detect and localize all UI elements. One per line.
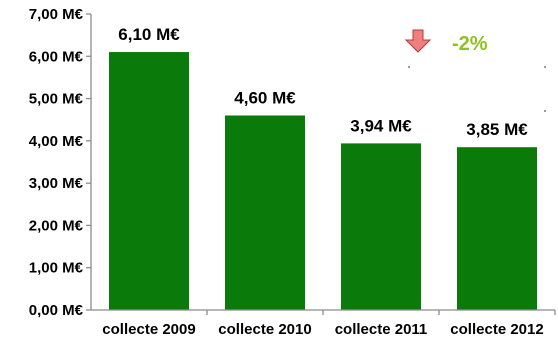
data-labels: 6,10 M€ 4,60 M€ 3,94 M€ 3,85 M€	[118, 25, 528, 139]
bars	[109, 52, 537, 311]
y-tick-label: 3,00 M€	[29, 175, 84, 192]
y-axis: 0,00 M€ 1,00 M€ 2,00 M€ 3,00 M€ 4,00 M€ 5,00 …	[29, 6, 92, 319]
bar	[225, 115, 305, 310]
y-tick-label: 6,00 M€	[29, 48, 84, 65]
change-annotation: -2%	[404, 29, 546, 112]
data-label: 4,60 M€	[234, 88, 296, 107]
bar	[109, 52, 189, 311]
y-tick-label: 0,00 M€	[29, 302, 84, 319]
decor-dot	[544, 110, 546, 112]
change-percent: -2%	[452, 33, 488, 55]
y-tick-label: 2,00 M€	[29, 217, 84, 234]
y-tick-label: 5,00 M€	[29, 91, 84, 108]
x-tick-label: collecte 2010	[218, 321, 311, 338]
data-label: 3,94 M€	[350, 116, 412, 135]
data-label: 6,10 M€	[118, 25, 180, 44]
bar	[341, 143, 421, 310]
bar	[457, 147, 537, 310]
y-tick-label: 1,00 M€	[29, 260, 84, 277]
y-tick-label: 4,00 M€	[29, 133, 84, 150]
y-tick-label: 7,00 M€	[29, 6, 84, 23]
data-label: 3,85 M€	[466, 120, 528, 139]
x-tick-label: collecte 2009	[102, 321, 195, 338]
x-tick-label: collecte 2011	[335, 321, 428, 338]
decor-dot	[544, 66, 546, 68]
arrow-down-icon	[404, 29, 432, 53]
decor-dot	[408, 66, 410, 68]
x-axis: collecte 2009 collecte 2010 collecte 2011 c…	[91, 309, 556, 338]
x-tick-label: collecte 2012	[450, 321, 543, 338]
